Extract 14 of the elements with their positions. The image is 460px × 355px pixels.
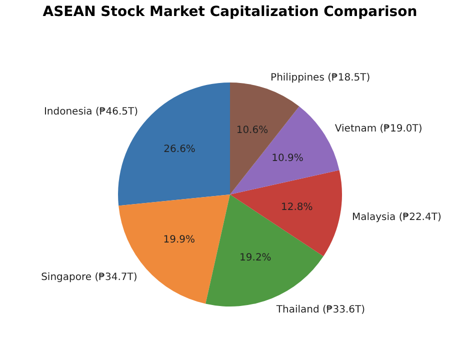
chart-title: ASEAN Stock Market Capitalization Comparison <box>42 4 418 20</box>
data-label: 12.8% <box>280 202 313 213</box>
data-label: 26.6% <box>164 144 196 155</box>
data-label: 10.9% <box>272 153 304 164</box>
pie-slice <box>206 194 324 306</box>
data-label: 19.9% <box>163 234 196 246</box>
slice-label: Vietnam (₱19.0T) <box>334 123 422 134</box>
slice-label: Thailand (₱33.6T) <box>275 304 366 316</box>
slice-label: Philippines (₱18.5T) <box>270 72 370 84</box>
slice-label: Indonesia (₱46.5T) <box>44 106 138 118</box>
data-label: 19.2% <box>240 252 272 264</box>
data-label: 10.6% <box>236 125 268 136</box>
slice-label: Malaysia (₱22.4T) <box>352 212 442 223</box>
slice-label: Singapore (₱34.7T) <box>41 272 138 283</box>
